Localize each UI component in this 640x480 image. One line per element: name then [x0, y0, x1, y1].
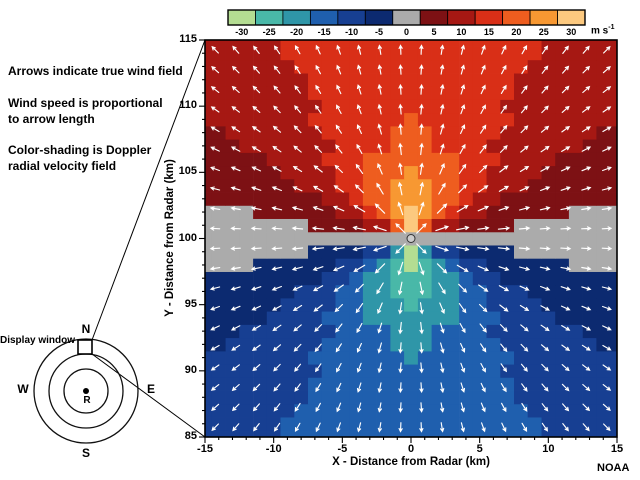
colorbar-tick-label: 20 — [511, 27, 522, 37]
colorbar-unit-label: m s-1 — [591, 24, 614, 36]
colorbar-tick-label: -30 — [235, 27, 249, 37]
y-tick-label: 100 — [178, 231, 197, 244]
colorbar-tick-label: 0 — [403, 27, 409, 37]
x-tick-label: -15 — [197, 443, 213, 455]
colorbar-tick-label: 25 — [538, 27, 549, 37]
compass-east-label: E — [146, 382, 155, 396]
compass-north-label: N — [81, 322, 91, 336]
colorbar-tick-label: -10 — [345, 27, 359, 37]
x-tick-label: 10 — [542, 443, 555, 455]
colorbar-tick-label: 30 — [566, 27, 577, 37]
compass-south-label: S — [81, 446, 90, 460]
y-tick-label: 115 — [179, 33, 197, 45]
unit-exponent: -1 — [608, 24, 615, 31]
radar-site-label: R — [83, 395, 91, 406]
wind-vector-arrows — [209, 44, 613, 433]
colorbar-scale — [227, 9, 586, 26]
y-tick-label: 95 — [184, 297, 197, 310]
radial-velocity-heatmap — [205, 40, 617, 437]
y-tick-label: 90 — [184, 363, 197, 376]
annotation-wind-speed-line2: to arrow length — [8, 111, 95, 126]
colorbar-tick-label: 10 — [456, 27, 467, 37]
circulation-center-marker — [406, 234, 416, 243]
colorbar-tick-label: -25 — [262, 27, 276, 37]
colorbar-tick-label: -15 — [317, 27, 331, 37]
colorbar-tick-label: -20 — [290, 27, 304, 37]
x-tick-label: 15 — [610, 443, 624, 455]
colorbar-tick-label: 15 — [483, 27, 494, 37]
annotation-wind-speed-line1: Wind speed is proportional — [8, 96, 163, 110]
y-tick-label: 85 — [184, 430, 197, 442]
credit-noaa: NOAA — [597, 462, 630, 474]
x-tick-label: -5 — [337, 443, 348, 455]
x-tick-label: 5 — [476, 443, 483, 455]
unit-base: m s — [591, 25, 609, 37]
colorbar-tick-label: -5 — [375, 27, 384, 37]
annotation-color-shading-line1: Color-shading is Doppler — [8, 143, 152, 157]
colorbar-tick-label: 5 — [431, 27, 437, 37]
display-window-label: Display window — [0, 335, 76, 346]
x-axis-title: X - Distance from Radar (km) — [332, 456, 490, 468]
annotation-color-shading: Color-shading is Doppler radial velocity… — [8, 143, 151, 174]
x-tick-label: 0 — [407, 443, 415, 455]
y-tick-label: 110 — [179, 99, 197, 112]
annotation-wind-speed: Wind speed is proportional to arrow leng… — [8, 96, 163, 127]
radar-location-inset — [33, 338, 139, 444]
x-tick-label: -10 — [265, 443, 282, 455]
annotation-arrows-wind-field: Arrows indicate true wind field — [8, 64, 183, 78]
zoom-callout-lines — [91, 39, 206, 438]
annotation-color-shading-line2: radial velocity field — [8, 158, 117, 173]
plot-frame-and-ticks — [199, 39, 618, 443]
compass-west-label: W — [17, 382, 29, 396]
y-tick-label: 105 — [178, 165, 197, 178]
